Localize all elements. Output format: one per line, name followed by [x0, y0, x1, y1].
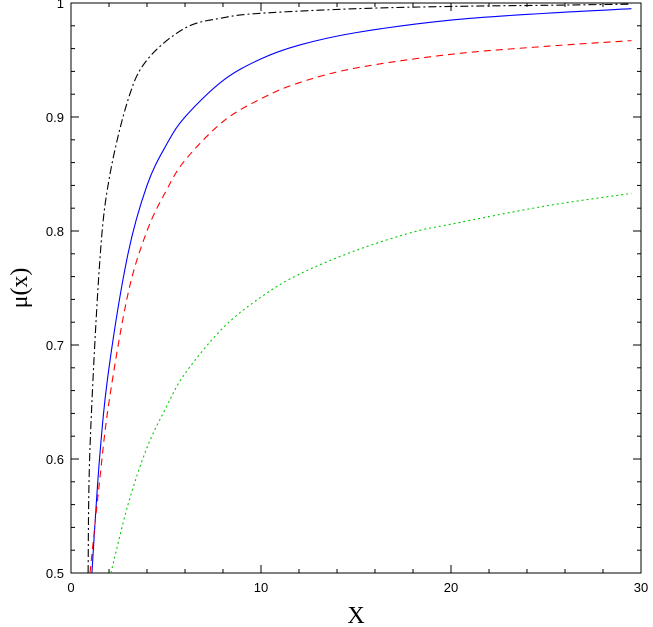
plot-frame	[70, 2, 642, 574]
x-tick-label: 0	[67, 580, 74, 595]
series-line-4	[110, 192, 632, 574]
tick-labels: 0 10 20 30 0.5 0.6 0.7 0.8 0.9 1	[46, 0, 648, 595]
x-tick-label: 20	[444, 580, 458, 595]
x-axis-title: X	[347, 603, 364, 627]
series-line-2	[91, 8, 632, 574]
tick-marks	[70, 2, 642, 574]
y-tick-label: 0.9	[46, 110, 64, 125]
y-tick-label: 0.5	[46, 566, 64, 581]
series-line-1	[87, 3, 632, 574]
y-tick-label: 0.7	[46, 338, 64, 353]
x-tick-label: 10	[254, 580, 268, 595]
y-tick-label: 0.8	[46, 224, 64, 239]
y-tick-label: 1	[57, 0, 64, 11]
x-tick-label: 30	[634, 580, 648, 595]
y-axis-title: μ(x)	[7, 268, 33, 309]
series-lines	[87, 3, 632, 574]
y-tick-label: 0.6	[46, 452, 64, 467]
series-line-3	[89, 40, 632, 574]
